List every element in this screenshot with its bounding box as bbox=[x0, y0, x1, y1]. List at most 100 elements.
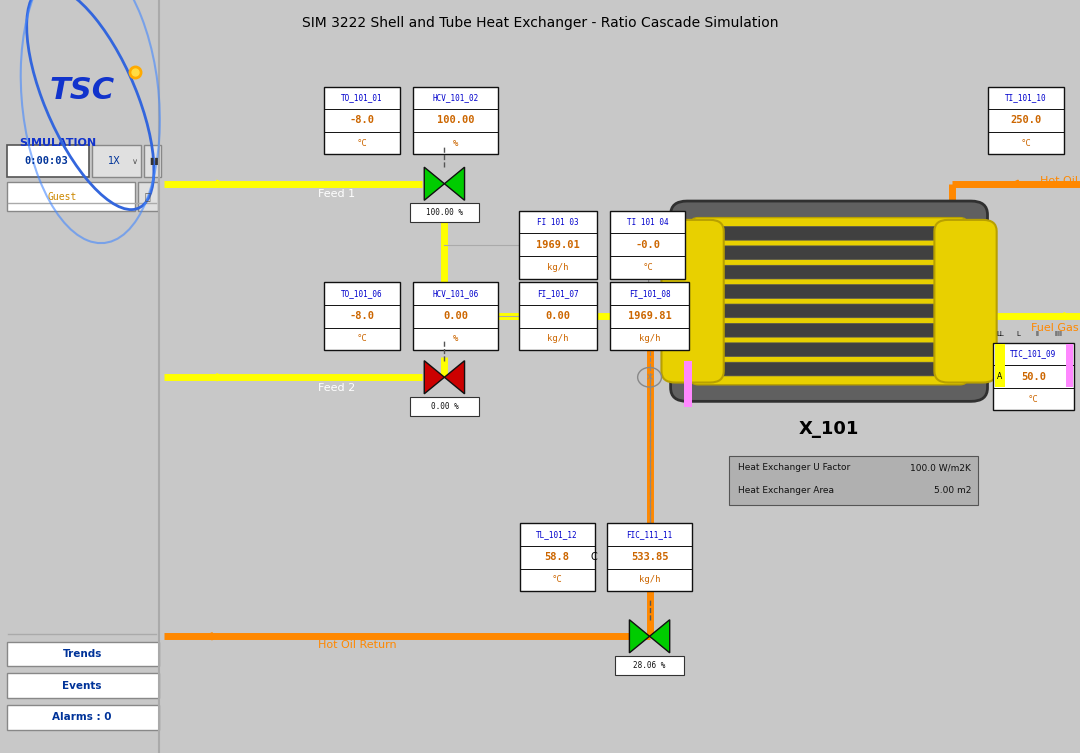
Text: 533.85: 533.85 bbox=[631, 552, 669, 562]
Text: Alarms : 0: Alarms : 0 bbox=[52, 712, 112, 722]
Text: °C: °C bbox=[643, 263, 653, 272]
Text: 100.00: 100.00 bbox=[436, 115, 474, 126]
FancyBboxPatch shape bbox=[684, 361, 691, 407]
Text: %: % bbox=[453, 139, 458, 148]
Text: 1969.01: 1969.01 bbox=[536, 239, 580, 250]
Text: %: % bbox=[453, 334, 458, 343]
Text: °C: °C bbox=[356, 334, 367, 343]
FancyBboxPatch shape bbox=[6, 705, 159, 730]
Text: 2: 2 bbox=[686, 369, 691, 378]
Text: SIMULATION: SIMULATION bbox=[19, 138, 97, 148]
Text: 100.0 W/m2K: 100.0 W/m2K bbox=[910, 463, 971, 472]
FancyBboxPatch shape bbox=[934, 220, 997, 383]
FancyBboxPatch shape bbox=[701, 246, 957, 260]
Text: ×: × bbox=[646, 372, 653, 383]
FancyBboxPatch shape bbox=[701, 324, 957, 337]
Text: 0.00 %: 0.00 % bbox=[431, 402, 458, 410]
Text: 0.00: 0.00 bbox=[443, 311, 468, 322]
FancyBboxPatch shape bbox=[414, 87, 498, 154]
Text: HCV_101_06: HCV_101_06 bbox=[432, 289, 478, 298]
Text: Hot Oil: Hot Oil bbox=[1040, 175, 1078, 186]
FancyBboxPatch shape bbox=[701, 304, 957, 318]
Text: -0.0: -0.0 bbox=[635, 239, 660, 250]
Text: LL: LL bbox=[997, 331, 1004, 337]
FancyBboxPatch shape bbox=[995, 344, 1005, 386]
FancyBboxPatch shape bbox=[6, 642, 159, 666]
Text: Feed 2: Feed 2 bbox=[318, 383, 355, 393]
Text: 1969.81: 1969.81 bbox=[627, 311, 672, 322]
Text: °C: °C bbox=[356, 139, 367, 148]
FancyBboxPatch shape bbox=[607, 523, 691, 591]
FancyBboxPatch shape bbox=[701, 227, 957, 240]
FancyBboxPatch shape bbox=[6, 673, 159, 698]
FancyBboxPatch shape bbox=[661, 220, 724, 383]
Text: -8.0: -8.0 bbox=[350, 311, 375, 322]
Text: 5.00 m2: 5.00 m2 bbox=[933, 486, 971, 495]
Text: Guest: Guest bbox=[48, 191, 77, 202]
Text: TL_101_12: TL_101_12 bbox=[537, 530, 578, 539]
FancyBboxPatch shape bbox=[410, 397, 478, 416]
FancyBboxPatch shape bbox=[701, 265, 957, 279]
Text: kg/h: kg/h bbox=[638, 575, 660, 584]
Text: 100.00 %: 100.00 % bbox=[426, 209, 463, 217]
Text: 0.00: 0.00 bbox=[545, 311, 570, 322]
Text: FI 101 03: FI 101 03 bbox=[537, 218, 579, 227]
FancyBboxPatch shape bbox=[414, 282, 498, 350]
FancyBboxPatch shape bbox=[671, 201, 987, 401]
FancyBboxPatch shape bbox=[729, 456, 978, 505]
Text: Hot Oil Return: Hot Oil Return bbox=[318, 640, 396, 651]
Text: TI 101 04: TI 101 04 bbox=[626, 218, 669, 227]
Text: Events: Events bbox=[63, 681, 102, 691]
FancyBboxPatch shape bbox=[324, 282, 400, 350]
Text: TIC_101_09: TIC_101_09 bbox=[1010, 349, 1056, 358]
Text: 250.0: 250.0 bbox=[1011, 115, 1041, 126]
Text: 58.8: 58.8 bbox=[544, 552, 569, 562]
Polygon shape bbox=[424, 167, 444, 200]
FancyBboxPatch shape bbox=[518, 282, 597, 350]
Text: °C: °C bbox=[1021, 139, 1031, 148]
Polygon shape bbox=[444, 361, 464, 394]
Text: TI_101_10: TI_101_10 bbox=[1005, 93, 1047, 102]
Polygon shape bbox=[444, 167, 464, 200]
Text: Feed 1: Feed 1 bbox=[318, 189, 355, 200]
FancyBboxPatch shape bbox=[518, 211, 597, 279]
FancyBboxPatch shape bbox=[701, 362, 957, 376]
FancyBboxPatch shape bbox=[993, 343, 1074, 410]
Text: FI_101_07: FI_101_07 bbox=[537, 289, 579, 298]
Text: 28.06 %: 28.06 % bbox=[633, 661, 665, 669]
Text: 🖨: 🖨 bbox=[145, 191, 151, 202]
Text: kg/h: kg/h bbox=[548, 263, 569, 272]
Text: X_101: X_101 bbox=[799, 420, 860, 438]
Text: Trends: Trends bbox=[63, 649, 102, 659]
Text: Heat Exchanger U Factor: Heat Exchanger U Factor bbox=[739, 463, 851, 472]
Text: IIII: IIII bbox=[1055, 331, 1063, 337]
Text: kg/h: kg/h bbox=[548, 334, 569, 343]
Text: Fuel Gas: Fuel Gas bbox=[1030, 322, 1078, 333]
Polygon shape bbox=[630, 620, 649, 653]
FancyBboxPatch shape bbox=[519, 523, 595, 591]
Text: 1X: 1X bbox=[108, 156, 121, 166]
Polygon shape bbox=[424, 361, 444, 394]
FancyBboxPatch shape bbox=[324, 87, 400, 154]
FancyBboxPatch shape bbox=[988, 87, 1064, 154]
Text: Heat Exchanger Area: Heat Exchanger Area bbox=[739, 486, 835, 495]
FancyBboxPatch shape bbox=[6, 145, 89, 177]
Text: II: II bbox=[1036, 331, 1039, 337]
Text: °C: °C bbox=[552, 575, 563, 584]
Text: ∨: ∨ bbox=[132, 157, 137, 166]
FancyBboxPatch shape bbox=[1066, 344, 1072, 386]
FancyBboxPatch shape bbox=[410, 203, 478, 222]
Text: ▐▐: ▐▐ bbox=[147, 157, 158, 165]
FancyBboxPatch shape bbox=[610, 282, 689, 350]
Text: L: L bbox=[1016, 331, 1020, 337]
Text: A: A bbox=[997, 372, 1002, 381]
Text: TO_101_06: TO_101_06 bbox=[341, 289, 382, 298]
Text: -8.0: -8.0 bbox=[350, 115, 375, 126]
Text: TO_101_01: TO_101_01 bbox=[341, 93, 382, 102]
Text: 0:00:03: 0:00:03 bbox=[24, 156, 68, 166]
Text: SIM 3222 Shell and Tube Heat Exchanger - Ratio Cascade Simulation: SIM 3222 Shell and Tube Heat Exchanger -… bbox=[301, 16, 779, 30]
FancyBboxPatch shape bbox=[701, 285, 957, 298]
Text: kg/h: kg/h bbox=[638, 334, 660, 343]
Text: FI_101_08: FI_101_08 bbox=[629, 289, 671, 298]
FancyBboxPatch shape bbox=[145, 145, 161, 177]
